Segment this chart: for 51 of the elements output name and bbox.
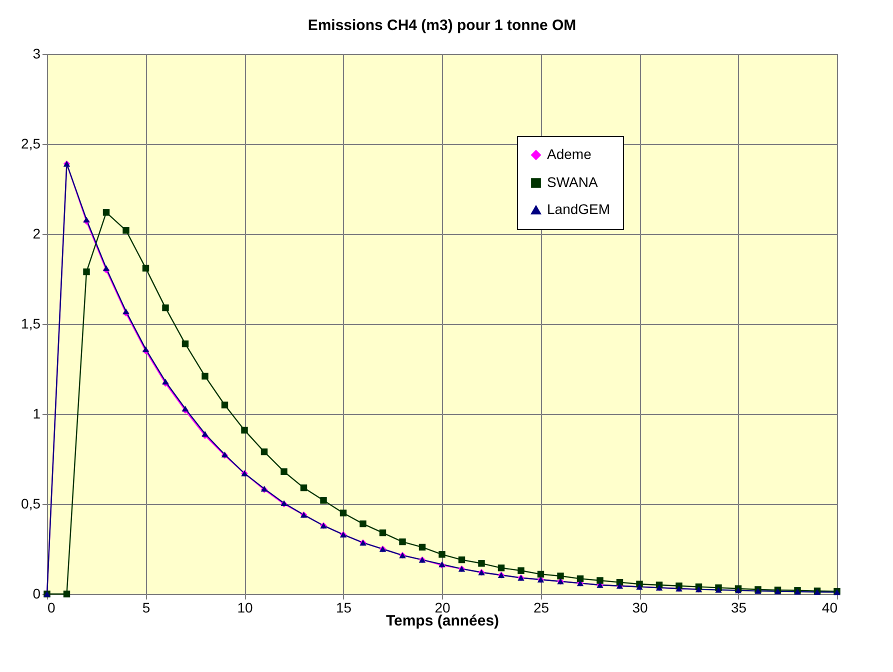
- point: [260, 448, 268, 456]
- point: [83, 268, 90, 276]
- point: [241, 426, 248, 434]
- point: [498, 564, 505, 572]
- point: [122, 308, 130, 314]
- point: [340, 510, 347, 516]
- x-axis-title: Temps (années): [386, 612, 500, 630]
- legend-label: SWANA: [547, 174, 598, 190]
- point: [221, 402, 228, 408]
- y-tick-label: 3: [32, 46, 41, 62]
- point: [596, 577, 604, 584]
- point: [478, 560, 485, 567]
- x-tick-label: 10: [237, 600, 253, 616]
- point: [379, 529, 386, 536]
- x-tick-label: 0: [48, 600, 56, 616]
- x-tick-label: 15: [336, 600, 352, 616]
- point: [182, 340, 189, 348]
- point: [418, 544, 426, 551]
- y-tick-label: 2,5: [21, 136, 41, 152]
- y-tick-label: 1: [32, 406, 41, 422]
- point: [300, 484, 308, 492]
- point: [142, 264, 150, 272]
- y-tick-label: 0: [32, 586, 41, 602]
- point: [438, 551, 446, 558]
- x-tick-label: 30: [632, 600, 648, 616]
- point: [280, 468, 288, 475]
- point: [537, 570, 544, 578]
- y-tick-label: 0,5: [21, 496, 41, 512]
- x-tick-label: 5: [142, 600, 150, 616]
- y-tick-label: 1,5: [21, 316, 41, 332]
- point: [102, 209, 110, 216]
- legend-label: LandGEM: [547, 201, 610, 217]
- point: [202, 372, 208, 380]
- y-tick-label: 2: [32, 226, 41, 242]
- point: [122, 227, 130, 234]
- point: [715, 586, 722, 593]
- point: [518, 567, 524, 574]
- point: [320, 497, 327, 504]
- x-tick-label: 20: [434, 600, 450, 616]
- x-tick-label: 40: [822, 600, 838, 616]
- point: [458, 556, 466, 564]
- point: [557, 572, 564, 580]
- x-tick-label: 25: [533, 600, 550, 616]
- point: [576, 575, 584, 582]
- point: [162, 304, 169, 312]
- x-tick-label: 35: [730, 600, 747, 616]
- point: [360, 520, 366, 528]
- legend-label: Ademe: [547, 146, 592, 162]
- chart-title: Emissions CH4 (m3) pour 1 tonne OM: [308, 17, 576, 34]
- point: [63, 590, 70, 598]
- point: [399, 538, 406, 546]
